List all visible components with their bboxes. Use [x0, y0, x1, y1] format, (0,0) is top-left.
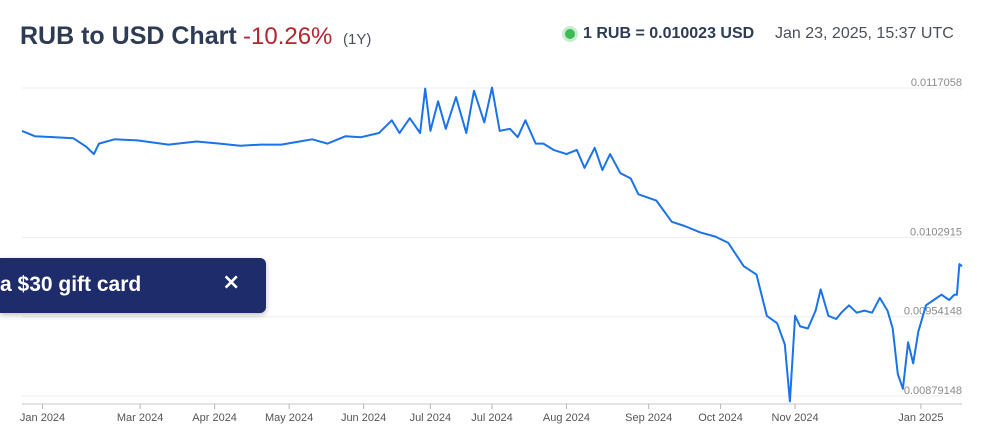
- y-tick-label: 0.0117058: [911, 77, 962, 89]
- promo-banner[interactable]: a $30 gift card ×: [0, 258, 266, 313]
- x-tick-label: May 2024: [265, 412, 313, 424]
- change-percent: -10.26%: [243, 23, 333, 50]
- x-tick-label: Jan 2025: [898, 412, 943, 424]
- x-tick-label: Apr 2024: [192, 412, 237, 424]
- x-tick-label: Mar 2024: [117, 412, 163, 424]
- period-label: (1Y): [343, 31, 372, 48]
- timestamp: Jan 23, 2025, 15:37 UTC: [775, 25, 954, 42]
- chart-title: RUB to USD Chart: [20, 22, 237, 50]
- x-tick-label: Jan 2024: [20, 412, 65, 424]
- x-tick-label: Jul 2024: [410, 412, 452, 424]
- x-tick-label: Nov 2024: [772, 412, 819, 424]
- live-status-icon: [565, 29, 575, 39]
- close-icon[interactable]: ×: [222, 270, 241, 295]
- x-tick-label: Jul 2024: [471, 412, 513, 424]
- y-tick-label: 0.00954148: [904, 306, 962, 318]
- y-tick-label: 0.0102915: [910, 226, 962, 238]
- x-tick-label: Oct 2024: [698, 412, 743, 424]
- x-tick-label: Jun 2024: [341, 412, 386, 424]
- exchange-rate: 1 RUB = 0.010023 USD: [583, 25, 755, 42]
- x-tick-label: Aug 2024: [543, 412, 590, 424]
- series-line: [21, 86, 963, 403]
- y-tick-label: 0.00879148: [904, 385, 962, 397]
- banner-text: a $30 gift card: [0, 273, 142, 296]
- x-tick-label: Sep 2024: [625, 412, 672, 424]
